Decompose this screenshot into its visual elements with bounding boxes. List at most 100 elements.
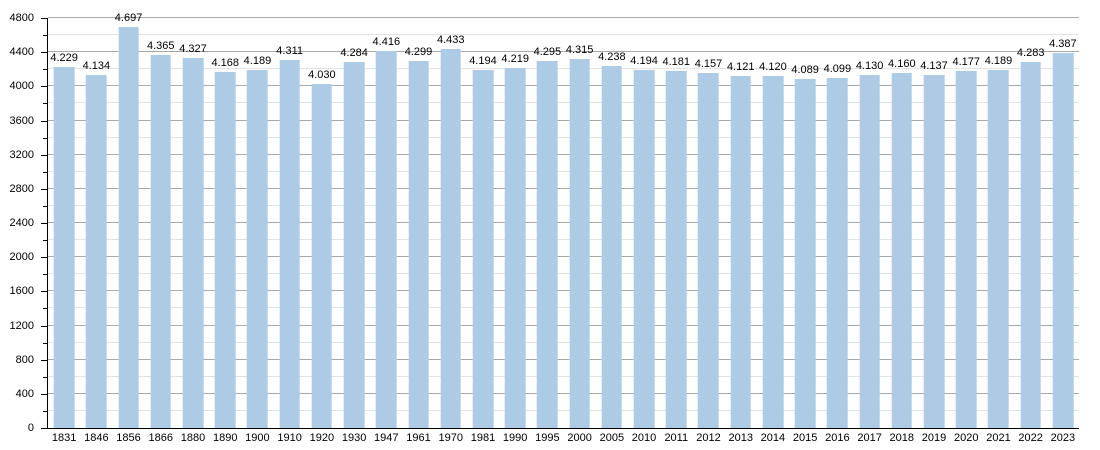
x-tick-label: 2014	[760, 432, 786, 444]
x-tick-label: 1930	[341, 432, 367, 444]
y-axis-tick	[43, 171, 47, 173]
bar-slot: 4.365 1866	[145, 18, 177, 444]
y-tick-label: 400	[15, 387, 34, 400]
bar-slot: 4.181 2011	[660, 18, 692, 444]
x-tick-label: 1846	[84, 432, 109, 444]
x-tick-label: 1981	[470, 432, 496, 444]
bar-slot: 4.416 1947	[370, 18, 402, 444]
y-tick-label: 4800	[9, 12, 34, 24]
bar-value-label: 4.219	[501, 52, 529, 65]
bar-slot: 4.295 1995	[531, 18, 563, 444]
bar-slot: 4.120 2014	[757, 18, 789, 444]
bar	[247, 70, 268, 428]
bar-value-label: 4.160	[888, 57, 916, 70]
gridline-minor	[48, 34, 1079, 36]
x-tick-label: 1990	[502, 432, 528, 444]
x-tick-label: 1970	[438, 432, 463, 444]
gridline-major	[48, 153, 1079, 155]
bar-value-label: 4.311	[276, 44, 303, 57]
gridline-major	[48, 358, 1079, 360]
gridline-major	[48, 222, 1079, 223]
bar	[375, 50, 397, 428]
bar-value-label: 4.238	[598, 51, 626, 64]
bar-slot: 4.327 1880	[177, 18, 209, 444]
gridline-major	[48, 17, 1079, 18]
x-tick-label: 2023	[1050, 432, 1076, 444]
x-tick-label: 2021	[986, 432, 1011, 444]
bar	[118, 26, 139, 428]
bar-value-label: 4.299	[404, 45, 433, 58]
y-axis-tick	[41, 359, 47, 361]
bar	[569, 59, 590, 428]
bar-value-label: 4.134	[82, 59, 111, 72]
y-axis-tick	[43, 240, 47, 242]
bar-value-label: 4.099	[823, 62, 852, 75]
y-axis-tick	[43, 410, 47, 412]
y-tick-label: 1600	[9, 285, 34, 298]
bar-value-label: 4.416	[372, 35, 401, 48]
bar-value-label: 4.121	[726, 61, 755, 73]
bar-value-label: 4.137	[920, 59, 948, 72]
x-tick-label: 1947	[374, 432, 399, 444]
gridline-major	[48, 256, 1079, 258]
bar	[150, 55, 172, 428]
bar-slot: 4.194 2010	[628, 18, 660, 444]
x-tick-label: 1920	[309, 432, 335, 444]
bar-value-label: 4.189	[984, 55, 1013, 68]
bar-slot: 4.168 1890	[209, 18, 241, 444]
y-tick-label: 1200	[9, 319, 34, 332]
x-tick-label: 1900	[245, 432, 270, 444]
bar-value-label: 4.283	[1016, 47, 1045, 60]
bar-value-label: 4.433	[436, 34, 465, 47]
y-axis-tick	[41, 393, 47, 395]
x-tick-label: 1910	[277, 432, 302, 444]
bar-slot: 4.134 1846	[80, 18, 112, 444]
x-tick-label: 2020	[953, 432, 979, 444]
y-axis: 0 400 800 1200 1600 2000 2400 2800 3200 3600 4000 4…	[0, 12, 47, 434]
bar-slot: 4.315 2000	[564, 18, 596, 444]
y-axis-tick	[41, 325, 47, 327]
bar-value-label: 4.387	[1049, 38, 1077, 51]
gridline-minor	[48, 341, 1079, 343]
bar-slot: 4.189 1900	[241, 18, 273, 444]
bar-slot: 4.697 1856	[112, 12, 144, 444]
x-tick-label: 2015	[792, 432, 818, 444]
bar-value-label: 4.194	[469, 54, 497, 67]
bar	[698, 72, 719, 428]
gridline-major	[48, 392, 1079, 394]
x-tick-label: 2016	[825, 432, 850, 444]
y-axis-tick	[43, 69, 47, 71]
bar	[1052, 53, 1074, 428]
bar-slot: 4.387 2023	[1047, 18, 1079, 444]
bar-value-label: 4.284	[340, 47, 368, 60]
bar	[859, 75, 880, 428]
bar-slot: 4.177 2020	[950, 18, 982, 444]
bars-layer: 4.229 1831 4.134 1846 4.697 1856 4.365 1866 4.32…	[48, 12, 1079, 444]
gridline-major	[48, 290, 1079, 292]
bar	[955, 71, 977, 428]
bar	[730, 76, 752, 428]
bar	[311, 83, 333, 428]
bar-value-label: 4.365	[147, 40, 175, 53]
y-tick-label: 3600	[9, 114, 34, 127]
bar	[343, 62, 365, 428]
bar-slot: 4.130 2017	[853, 18, 885, 444]
x-tick-label: 1866	[148, 432, 174, 444]
y-axis-tick	[43, 205, 47, 207]
y-axis-tick	[43, 103, 47, 105]
x-tick-label: 2018	[889, 432, 915, 444]
bar-slot: 4.284 1930	[338, 18, 370, 444]
grid-layer	[48, 17, 1079, 428]
bar-value-label: 4.030	[308, 68, 336, 81]
bar-value-label: 4.089	[791, 63, 819, 76]
gridline-major	[48, 51, 1079, 53]
x-tick-label: 2022	[1018, 432, 1043, 444]
x-tick-label: 2010	[631, 432, 657, 444]
bar-slot: 4.157 2012	[692, 18, 724, 444]
bar-value-label: 4.181	[662, 55, 691, 68]
x-tick-label: 1961	[406, 432, 431, 444]
y-axis-tick	[43, 342, 47, 344]
bar	[408, 60, 429, 428]
bar	[182, 58, 204, 428]
bar	[633, 69, 655, 428]
